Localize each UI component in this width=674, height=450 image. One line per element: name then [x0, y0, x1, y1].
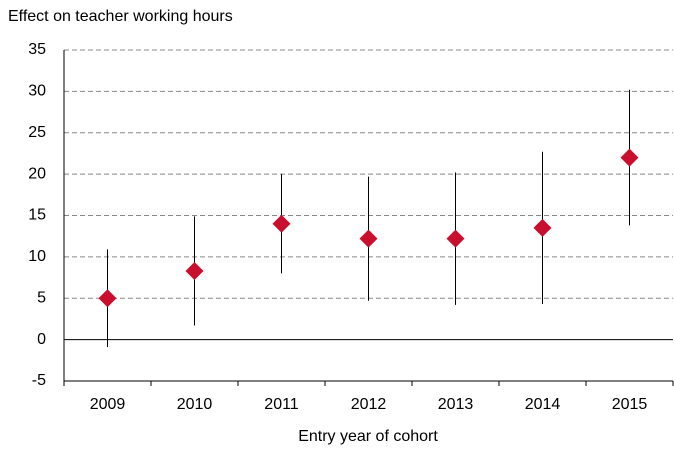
x-tick-label: 2011 [264, 396, 299, 413]
point [446, 229, 465, 248]
x-tick-label: 2012 [351, 396, 387, 413]
x-tick-label: 2013 [438, 396, 474, 413]
x-axis-title: Entry year of cohort [298, 428, 438, 445]
y-tick-label: 20 [28, 165, 46, 182]
y-tick-label: 5 [37, 289, 46, 306]
point [272, 214, 291, 233]
x-tick-label: 2014 [525, 396, 561, 413]
x-tick-label: 2010 [177, 396, 213, 413]
y-tick-label: 25 [28, 124, 46, 141]
point [185, 261, 204, 280]
x-tick-label: 2009 [90, 396, 126, 413]
y-tick-label: 35 [28, 41, 46, 58]
point [533, 218, 552, 237]
point [359, 229, 378, 248]
x-tick-label: 2015 [612, 396, 648, 413]
y-tick-label: 30 [28, 83, 46, 100]
y-tick-label: -5 [32, 372, 46, 389]
point [98, 289, 117, 308]
y-tick-label: 0 [37, 331, 46, 348]
point [620, 148, 639, 167]
y-tick-label: 15 [28, 207, 46, 224]
y-tick-label: 10 [28, 248, 46, 265]
y-axis-title: Effect on teacher working hours [8, 8, 233, 25]
